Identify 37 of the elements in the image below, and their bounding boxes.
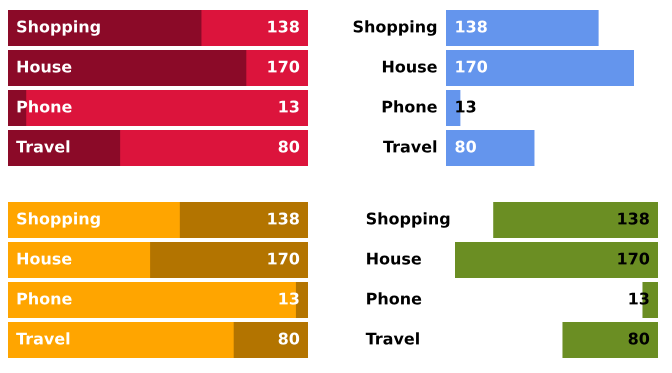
y-tick-label: House [367, 252, 421, 265]
y-tick-label: Shopping [354, 20, 436, 36]
y-tick-label: House [18, 252, 72, 265]
data-label: 138 [618, 212, 649, 225]
y-tick-label: Shopping [17, 20, 100, 36]
y-tick-label: Travel [16, 332, 70, 345]
y-tick-label: Travel [16, 140, 70, 153]
y-tick-label: Phone [382, 100, 437, 113]
bar [446, 50, 634, 86]
y-tick-label: Phone [18, 100, 72, 113]
bar [446, 10, 599, 46]
bar [446, 130, 534, 166]
data-label: 13 [279, 100, 299, 113]
bar [493, 202, 658, 238]
bar [234, 322, 308, 358]
bar [562, 322, 658, 358]
y-tick-label: House [18, 60, 72, 73]
data-label: 170 [456, 60, 488, 73]
data-label: 13 [279, 292, 299, 305]
y-tick-label: Travel [366, 332, 419, 345]
y-tick-label: Shopping [366, 212, 450, 228]
data-label: 80 [278, 140, 300, 153]
y-tick-label: Phone [367, 292, 422, 305]
data-label: 80 [455, 140, 476, 153]
y-tick-label: Shopping [17, 212, 100, 228]
data-label: 138 [268, 212, 299, 225]
data-label: 138 [268, 20, 299, 33]
data-label: 170 [268, 60, 300, 73]
data-label: 170 [618, 252, 650, 265]
bar [455, 242, 658, 278]
data-label: 80 [278, 332, 300, 345]
y-tick-label: Travel [383, 140, 436, 153]
data-label: 80 [628, 332, 650, 345]
data-label: 170 [268, 252, 300, 265]
y-tick-label: House [382, 60, 437, 73]
data-label: 138 [456, 20, 487, 33]
y-tick-label: Phone [18, 292, 72, 305]
